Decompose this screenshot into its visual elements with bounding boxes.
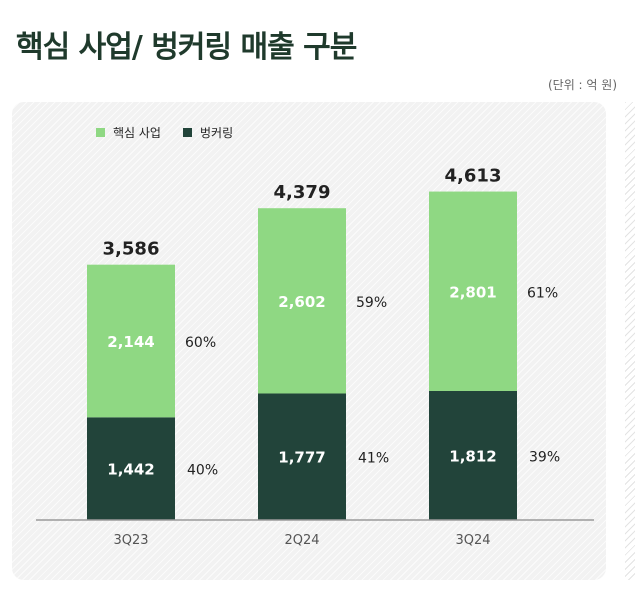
bar-bunkering-2Q24 <box>258 393 346 520</box>
legend-item-core: 핵심 사업 <box>96 124 161 141</box>
x-tick-label-2Q24: 2Q24 <box>284 533 319 548</box>
chart-title: 핵심 사업/ 벙커링 매출 구분 <box>16 30 357 65</box>
x-tick-label-3Q23: 3Q23 <box>113 533 148 548</box>
total-label-3Q23: 3,586 <box>103 239 160 260</box>
legend-label-bunkering: 벙커링 <box>199 126 234 140</box>
total-label-2Q24: 4,379 <box>274 182 331 203</box>
percent-label-bunkering-3Q23: 40% <box>187 463 218 479</box>
percent-label-core-3Q23: 60% <box>185 335 216 351</box>
legend: 핵심 사업 벙커링 <box>96 124 233 141</box>
bar-core-3Q23 <box>87 264 175 418</box>
data-label-bunkering-3Q23: 1,442 <box>107 461 154 479</box>
bar-core-3Q24 <box>429 191 517 391</box>
legend-item-bunkering: 벙커링 <box>182 124 234 141</box>
percent-label-core-3Q24: 61% <box>527 285 558 301</box>
x-tick-label-3Q24: 3Q24 <box>455 533 490 548</box>
bar-core-2Q24 <box>258 208 346 394</box>
total-label-3Q24: 4,613 <box>445 166 502 187</box>
legend-swatch-core <box>96 128 105 137</box>
data-label-core-2Q24: 2,602 <box>278 293 325 311</box>
unit-label: (단위 : 억 원) <box>547 78 617 92</box>
edge-strip <box>625 102 635 580</box>
data-label-bunkering-3Q24: 1,812 <box>449 447 496 465</box>
bar-bunkering-3Q23 <box>87 417 175 520</box>
data-label-core-3Q23: 2,144 <box>107 333 154 351</box>
data-label-bunkering-2Q24: 1,777 <box>278 449 325 467</box>
percent-label-core-2Q24: 59% <box>356 295 387 311</box>
legend-label-core: 핵심 사업 <box>113 126 161 140</box>
bar-bunkering-3Q24 <box>429 390 517 520</box>
legend-swatch-bunkering <box>182 128 192 137</box>
percent-label-bunkering-2Q24: 41% <box>358 451 389 467</box>
data-label-core-3Q24: 2,801 <box>449 283 496 301</box>
percent-label-bunkering-3Q24: 39% <box>529 449 560 465</box>
